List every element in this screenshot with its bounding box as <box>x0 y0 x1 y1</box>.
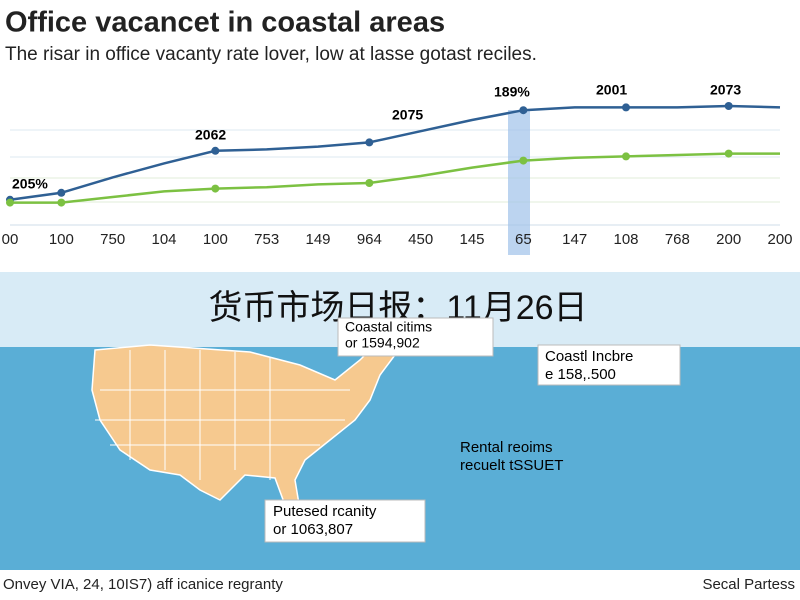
subtitle: The risar in office vacanty rate lover, … <box>5 44 537 65</box>
callout-line: Coastal citims <box>345 319 432 335</box>
x-tick-label: 450 <box>408 231 433 248</box>
x-tick-label: 100 <box>203 231 228 248</box>
point <box>365 179 374 187</box>
title: Office vacancet in coastal areas <box>5 7 445 39</box>
annotation: 2073 <box>710 82 741 98</box>
callout-box <box>537 344 681 386</box>
point <box>365 138 374 147</box>
callout-line: Putesed rcanity <box>273 503 377 520</box>
x-tick-label: 145 <box>459 231 484 248</box>
x-tick-label: 00 <box>2 231 19 248</box>
series-line <box>10 152 780 204</box>
x-tick-label: 750 <box>100 231 125 248</box>
callout-line: e 158,.500 <box>545 366 616 383</box>
highlight-bar <box>508 110 530 255</box>
footer-left: Onvey VIA, 24, 10IS7) aff icanice regran… <box>3 576 283 593</box>
x-tick-label: 65 <box>515 231 532 248</box>
chart: 205% 2062 2075 189% 2001 2073 00 100 750 10… <box>2 82 793 255</box>
x-tick-label: 104 <box>151 231 176 248</box>
x-tick-label: 964 <box>357 231 382 248</box>
point <box>211 146 220 155</box>
annotation: 205% <box>12 176 48 192</box>
callout: Coastl Incbre e 158,.500 <box>537 344 681 386</box>
state-borders <box>95 350 350 480</box>
annotation: 2062 <box>195 127 226 143</box>
map: 货币市场日报：11月26日 Coastal citims or 1594,902… <box>0 272 800 570</box>
x-tick-label: 200 <box>716 231 741 248</box>
callout-line: Coastl Incbre <box>545 348 633 365</box>
callout: Putesed rcanity or 1063,807 <box>264 499 426 543</box>
point <box>6 198 14 207</box>
us-map <box>91 344 397 512</box>
point <box>519 106 528 115</box>
point <box>57 198 66 207</box>
callout-line: or 1594,902 <box>345 335 420 351</box>
point <box>57 188 66 197</box>
annotation: 2001 <box>596 82 627 98</box>
annotation: 189% <box>494 84 530 100</box>
x-tick-label: 100 <box>49 231 74 248</box>
map-label: recuelt tSSUET <box>460 457 563 474</box>
annotation: 2075 <box>392 107 423 123</box>
callout-line: or 1063,807 <box>273 521 353 538</box>
x-tick-label: 753 <box>254 231 279 248</box>
x-tick-label: 768 <box>665 231 690 248</box>
point <box>519 156 528 165</box>
x-tick-label: 200 <box>767 231 792 248</box>
series-line <box>9 104 781 202</box>
point <box>724 102 733 110</box>
x-tick-label: 147 <box>562 231 587 248</box>
callout: Coastal citims or 1594,902 <box>337 317 494 357</box>
footer-right: Secal Partess <box>702 576 795 593</box>
callout-box <box>264 499 426 543</box>
x-tick-label: 108 <box>613 231 638 248</box>
point <box>622 152 630 161</box>
point <box>724 149 733 158</box>
point <box>211 184 220 193</box>
point <box>622 103 630 112</box>
x-tick-label: 149 <box>305 231 330 248</box>
callout-box <box>337 317 494 357</box>
map-label: Rental reoims <box>460 439 553 456</box>
